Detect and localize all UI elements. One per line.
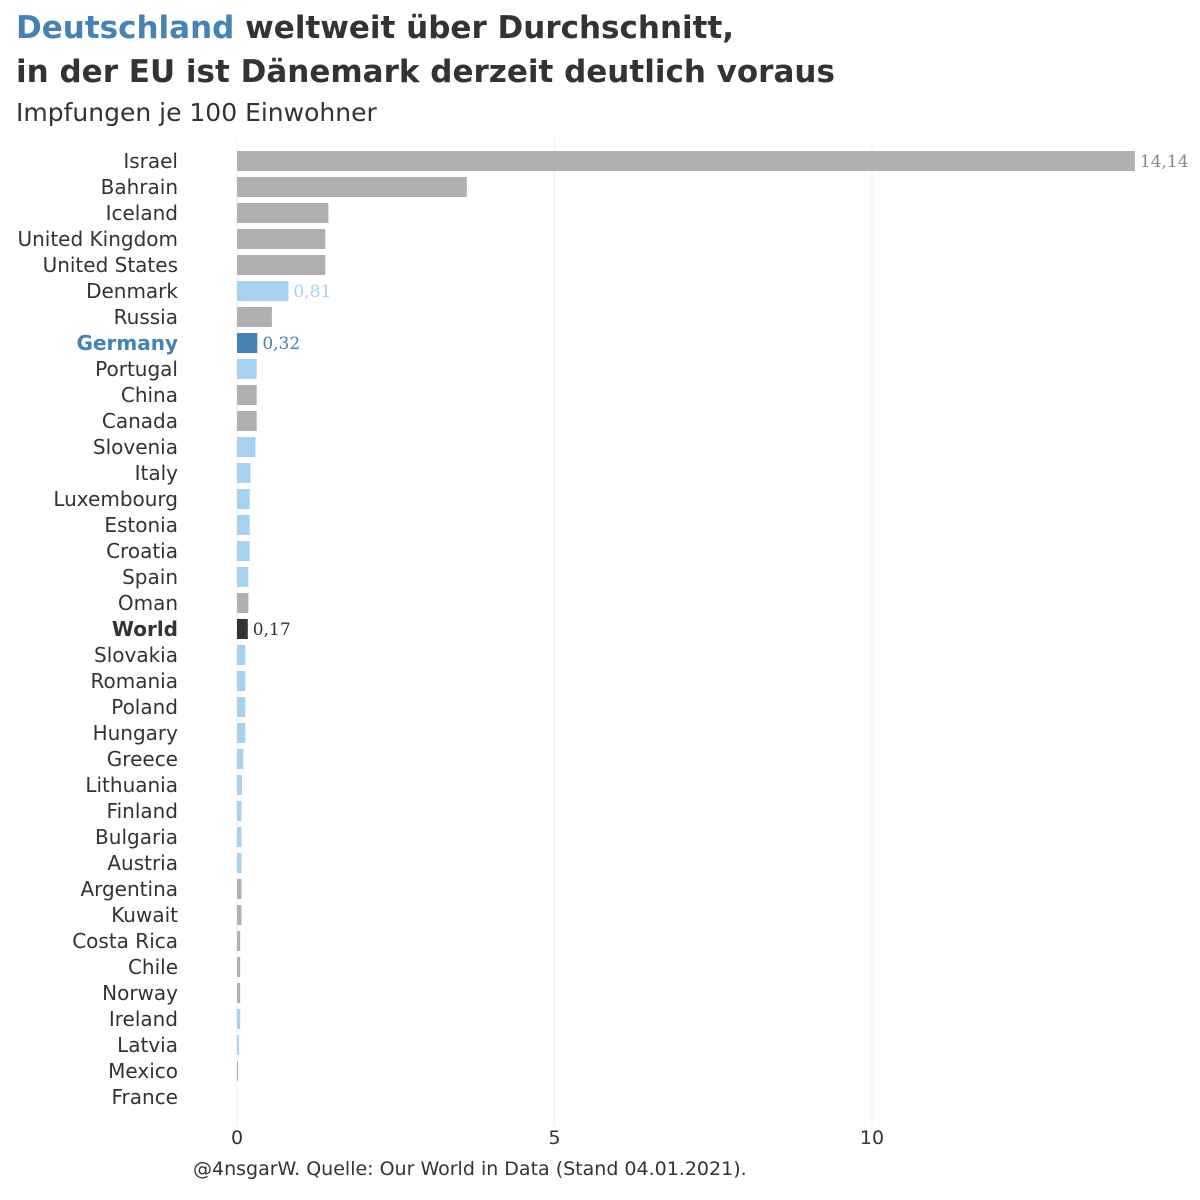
- category-label: Argentina: [80, 877, 178, 901]
- category-label: United States: [43, 253, 178, 277]
- category-label: China: [121, 383, 178, 407]
- bar: [237, 229, 326, 249]
- bar: [237, 827, 242, 847]
- bar: [237, 619, 248, 639]
- data-label: 14,14: [1140, 152, 1189, 172]
- bar: [237, 307, 272, 327]
- category-label: Kuwait: [111, 903, 178, 927]
- bar: [237, 801, 242, 821]
- category-label: Slovakia: [94, 643, 178, 667]
- category-label: Israel: [123, 149, 178, 173]
- bar: [237, 749, 244, 769]
- bar: [237, 281, 289, 301]
- data-label: 0,17: [253, 620, 291, 640]
- category-label: Chile: [128, 955, 178, 979]
- bar: [237, 463, 251, 483]
- source-caption: @4nsgarW. Quelle: Our World in Data (Sta…: [193, 1158, 747, 1180]
- category-label: Oman: [118, 591, 178, 615]
- bar: [237, 905, 242, 925]
- bar: [237, 1035, 239, 1055]
- category-label: United Kingdom: [17, 227, 178, 251]
- category-label: Slovenia: [93, 435, 178, 459]
- category-label: World: [112, 617, 178, 641]
- title-highlight: Deutschland: [16, 10, 235, 46]
- category-label: Croatia: [106, 539, 178, 563]
- category-label: Poland: [111, 695, 178, 719]
- category-label: Ireland: [109, 1007, 178, 1031]
- chart-subtitle: Impfungen je 100 Einwohner: [16, 98, 377, 127]
- category-label: Austria: [107, 851, 178, 875]
- category-label: Greece: [107, 747, 178, 771]
- title-line-1-rest: weltweit über Durchschnitt,: [234, 10, 735, 46]
- bar: [237, 255, 326, 275]
- bar: [237, 541, 250, 561]
- category-label: Latvia: [117, 1033, 178, 1057]
- bar: [237, 931, 241, 951]
- category-label: Romania: [91, 669, 178, 693]
- bar: [237, 879, 242, 899]
- category-label: Finland: [107, 799, 178, 823]
- bar: [237, 1009, 241, 1029]
- bar: [237, 515, 250, 535]
- category-label: Bahrain: [101, 175, 178, 199]
- bar: [237, 203, 329, 223]
- x-tick-label: 0: [231, 1127, 243, 1149]
- bar: [237, 333, 258, 353]
- title-line-2: in der EU ist Dänemark derzeit deutlich …: [16, 54, 835, 90]
- bar: [237, 957, 241, 977]
- bar: [237, 775, 243, 795]
- bar: [237, 723, 246, 743]
- category-label: Germany: [77, 331, 178, 355]
- bar: [237, 853, 242, 873]
- category-label: Portugal: [95, 357, 178, 381]
- category-label: Bulgaria: [95, 825, 178, 849]
- x-tick-label: 5: [548, 1127, 560, 1149]
- bar: [237, 567, 249, 587]
- category-label: Luxembourg: [53, 487, 178, 511]
- title-line-1: Deutschland weltweit über Durchschnitt,: [16, 6, 835, 50]
- category-label: Spain: [122, 565, 178, 589]
- bar: [237, 411, 257, 431]
- category-label: Norway: [102, 981, 178, 1005]
- bar: [237, 983, 241, 1003]
- category-label: Iceland: [106, 201, 178, 225]
- category-label: Hungary: [93, 721, 179, 745]
- chart-title: Deutschland weltweit über Durchschnitt, …: [16, 6, 835, 94]
- category-label: Canada: [102, 409, 178, 433]
- data-label: 0,32: [262, 334, 300, 354]
- data-label: 0,81: [293, 282, 331, 302]
- bar: [237, 489, 250, 509]
- category-label: Denmark: [86, 279, 178, 303]
- bar: [237, 437, 256, 457]
- bar: [237, 645, 246, 665]
- category-label: France: [111, 1085, 178, 1109]
- category-label: Mexico: [108, 1059, 178, 1083]
- category-label: Lithuania: [85, 773, 178, 797]
- category-label: Russia: [114, 305, 178, 329]
- bar: [237, 697, 246, 717]
- bar: [237, 151, 1135, 171]
- x-tick-label: 10: [860, 1127, 884, 1149]
- category-label: Italy: [135, 461, 179, 485]
- category-label: Costa Rica: [72, 929, 178, 953]
- bar: [237, 177, 467, 197]
- bar: [237, 593, 249, 613]
- bar: [237, 385, 257, 405]
- bar: [237, 1061, 238, 1081]
- category-label: Estonia: [104, 513, 178, 537]
- bar: [237, 359, 257, 379]
- bar: [237, 671, 246, 691]
